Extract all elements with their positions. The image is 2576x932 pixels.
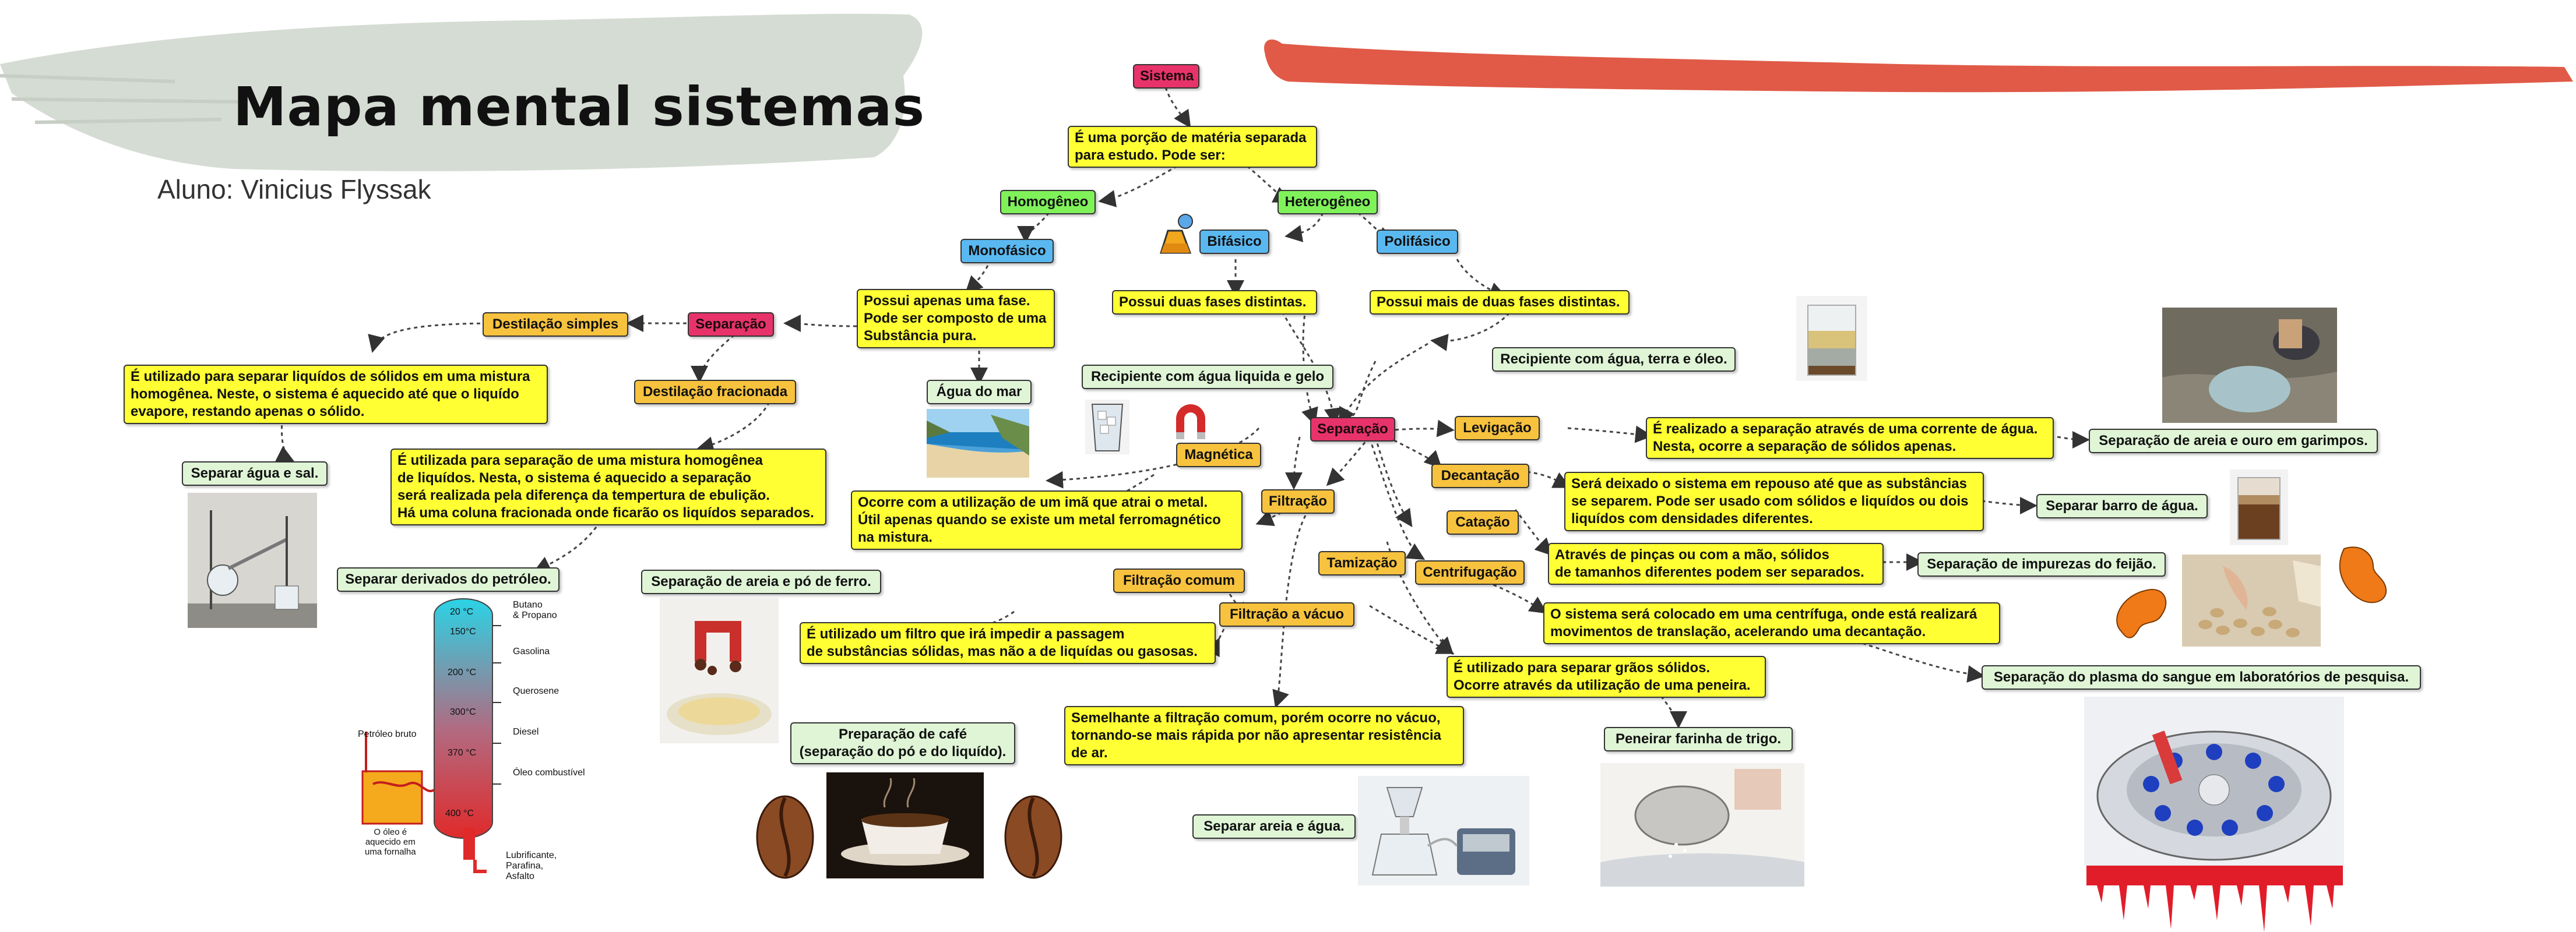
header-brush-stroke (0, 13, 923, 171)
node-separacao-heterogenea[interactable]: Separação (1310, 417, 1395, 442)
flask-icon (1160, 214, 1193, 254)
node-destilacao-simples[interactable]: Destilação simples (483, 312, 628, 337)
ice-water-glass-photo (1085, 400, 1129, 454)
bean-icon-left (2116, 589, 2167, 638)
node-levigacao-descricao[interactable]: É realizado a separação através de uma c… (1646, 417, 2054, 459)
node-magnetica-descricao[interactable]: Ocorre com a utilização de um imã que at… (851, 490, 1243, 550)
column-label-butano: Butano & Propano (513, 600, 557, 620)
node-sistema[interactable]: Sistema (1133, 64, 1199, 89)
coffee-bean-icon-left (756, 795, 814, 879)
node-magnetica[interactable]: Magnética (1176, 443, 1261, 467)
node-tamizacao-descricao[interactable]: É utilizado para separar grãos sólidos. … (1447, 656, 1766, 698)
node-exemplo-impurezas-feijao[interactable]: Separação de impurezas do feijão. (1917, 552, 2166, 577)
node-exemplo-cafe[interactable]: Preparação de café (separação do pó e do… (790, 722, 1015, 764)
blood-drip-decoration (2086, 862, 2343, 932)
node-bifasico[interactable]: Bifásico (1199, 230, 1269, 254)
student-name: Aluno: Vinicius Flyssak (157, 174, 431, 204)
node-catacao[interactable]: Catação (1447, 510, 1519, 535)
magnet-icon (1176, 404, 1205, 439)
node-destilacao-fracionada-descricao[interactable]: É utilizada para separação de uma mistur… (390, 449, 826, 525)
node-homogeneo[interactable]: Homogêneo (1000, 190, 1096, 214)
column-label-t370: 370 °C (448, 748, 477, 758)
column-label-gasolina: Gasolina (513, 647, 550, 656)
node-exemplo-derivados-petroleo[interactable]: Separar derivados do petróleo. (337, 567, 559, 592)
node-decantacao-descricao[interactable]: Será deixado o sistema em repouso até qu… (1564, 472, 1984, 531)
column-label-diesel: Diesel (513, 727, 539, 737)
node-filtracao[interactable]: Filtração (1261, 489, 1335, 514)
node-destilacao-fracionada[interactable]: Destilação fracionada (634, 380, 796, 404)
coffee-cup-photo (826, 772, 984, 878)
beach-photo (927, 409, 1029, 478)
coffee-bean-icon-right (1004, 795, 1062, 879)
node-tamizacao[interactable]: Tamização (1318, 551, 1406, 576)
node-filtracao-comum-descricao[interactable]: É utilizado um filtro que irá impedir a … (800, 622, 1216, 664)
node-exemplo-barro-agua[interactable]: Separar barro de água. (2036, 494, 2208, 518)
node-exemplo-agua-terra-oleo[interactable]: Recipiente com água, terra e óleo. (1492, 347, 1736, 372)
beans-photo (2182, 555, 2321, 647)
node-decantacao[interactable]: Decantação (1431, 464, 1529, 488)
node-exemplo-farinha-trigo[interactable]: Peneirar farinha de trigo. (1604, 727, 1793, 751)
top-brush-stroke (1264, 39, 2573, 93)
node-destilacao-simples-descricao[interactable]: É utilizado para separar liquídos de sól… (124, 365, 548, 424)
node-filtracao-vacuo-descricao[interactable]: Semelhante a filtração comum, porém ocor… (1064, 706, 1464, 765)
node-monofasico[interactable]: Monofásico (960, 239, 1054, 263)
node-levigacao[interactable]: Levigação (1455, 416, 1540, 440)
node-filtracao-vacuo[interactable]: Filtração a vácuo (1219, 602, 1354, 627)
node-exemplo-areia-ouro[interactable]: Separação de areia e ouro em garimpos. (2089, 429, 2378, 453)
iron-filings-magnet-photo (660, 598, 779, 743)
column-label-t150: 150°C (450, 627, 476, 637)
fractional-distillation-column-diagram (361, 598, 501, 873)
column-label-t200: 200 °C (448, 668, 477, 677)
node-polifasico[interactable]: Polifásico (1377, 230, 1458, 254)
column-label-t300: 300°C (450, 707, 476, 717)
muddy-water-beaker-photo (2230, 469, 2288, 545)
node-exemplo-agua-gelo[interactable]: Recipiente com água liquida e gelo (1082, 365, 1333, 389)
column-label-lubrificante: Lubrificante, Parafina, Asfalto (506, 850, 557, 881)
node-monofasico-descricao[interactable]: Possui apenas uma fase. Pode ser compost… (857, 289, 1055, 348)
node-exemplo-plasma-sangue[interactable]: Separação do plasma do sangue em laborat… (1982, 665, 2421, 690)
node-filtracao-comum[interactable]: Filtração comum (1113, 569, 1245, 593)
column-label-querosene: Querosene (513, 686, 559, 696)
centrifuge-photo (2084, 697, 2344, 866)
column-label-oleo-aquecido: O óleo é aquecido em uma fornalha (365, 827, 416, 857)
node-catacao-descricao[interactable]: Através de pinças ou com a mão, sólidos … (1548, 543, 1884, 585)
node-exemplo-agua-do-mar[interactable]: Água do mar (927, 380, 1032, 404)
vacuum-filtration-photo (1358, 776, 1529, 885)
column-label-t400: 400 °C (445, 809, 474, 818)
node-exemplo-agua-sal[interactable]: Separar água e sal. (182, 461, 328, 486)
sieve-flour-photo (1600, 763, 1804, 887)
page-title: Mapa mental sistemas (233, 76, 925, 138)
node-heterogeneo[interactable]: Heterogêneo (1278, 190, 1378, 214)
node-definicao-sistema[interactable]: É uma porção de matéria separada para es… (1068, 126, 1317, 168)
node-exemplo-areia-po-ferro[interactable]: Separação de areia e pó de ferro. (641, 570, 881, 594)
bean-icon-right (2339, 546, 2387, 603)
column-label-petroleo-bruto: Petróleo bruto (358, 729, 417, 739)
column-label-t20: 20 °C (450, 607, 474, 617)
node-separacao-homogenea[interactable]: Separação (688, 312, 774, 337)
node-exemplo-areia-agua[interactable]: Separar areia e água. (1192, 814, 1356, 839)
node-centrifugacao[interactable]: Centrifugação (1415, 560, 1525, 585)
simple-distillation-photo (188, 493, 317, 628)
node-centrifugacao-descricao[interactable]: O sistema será colocado em uma centrífug… (1543, 602, 2000, 644)
gold-panning-photo (2162, 308, 2337, 423)
beaker-water-earth-oil-photo (1796, 296, 1867, 381)
node-polifasico-descricao[interactable]: Possui mais de duas fases distintas. (1370, 290, 1630, 315)
column-label-oleo-combustivel: Óleo combustível (513, 768, 585, 778)
node-bifasico-descricao[interactable]: Possui duas fases distintas. (1112, 290, 1317, 315)
